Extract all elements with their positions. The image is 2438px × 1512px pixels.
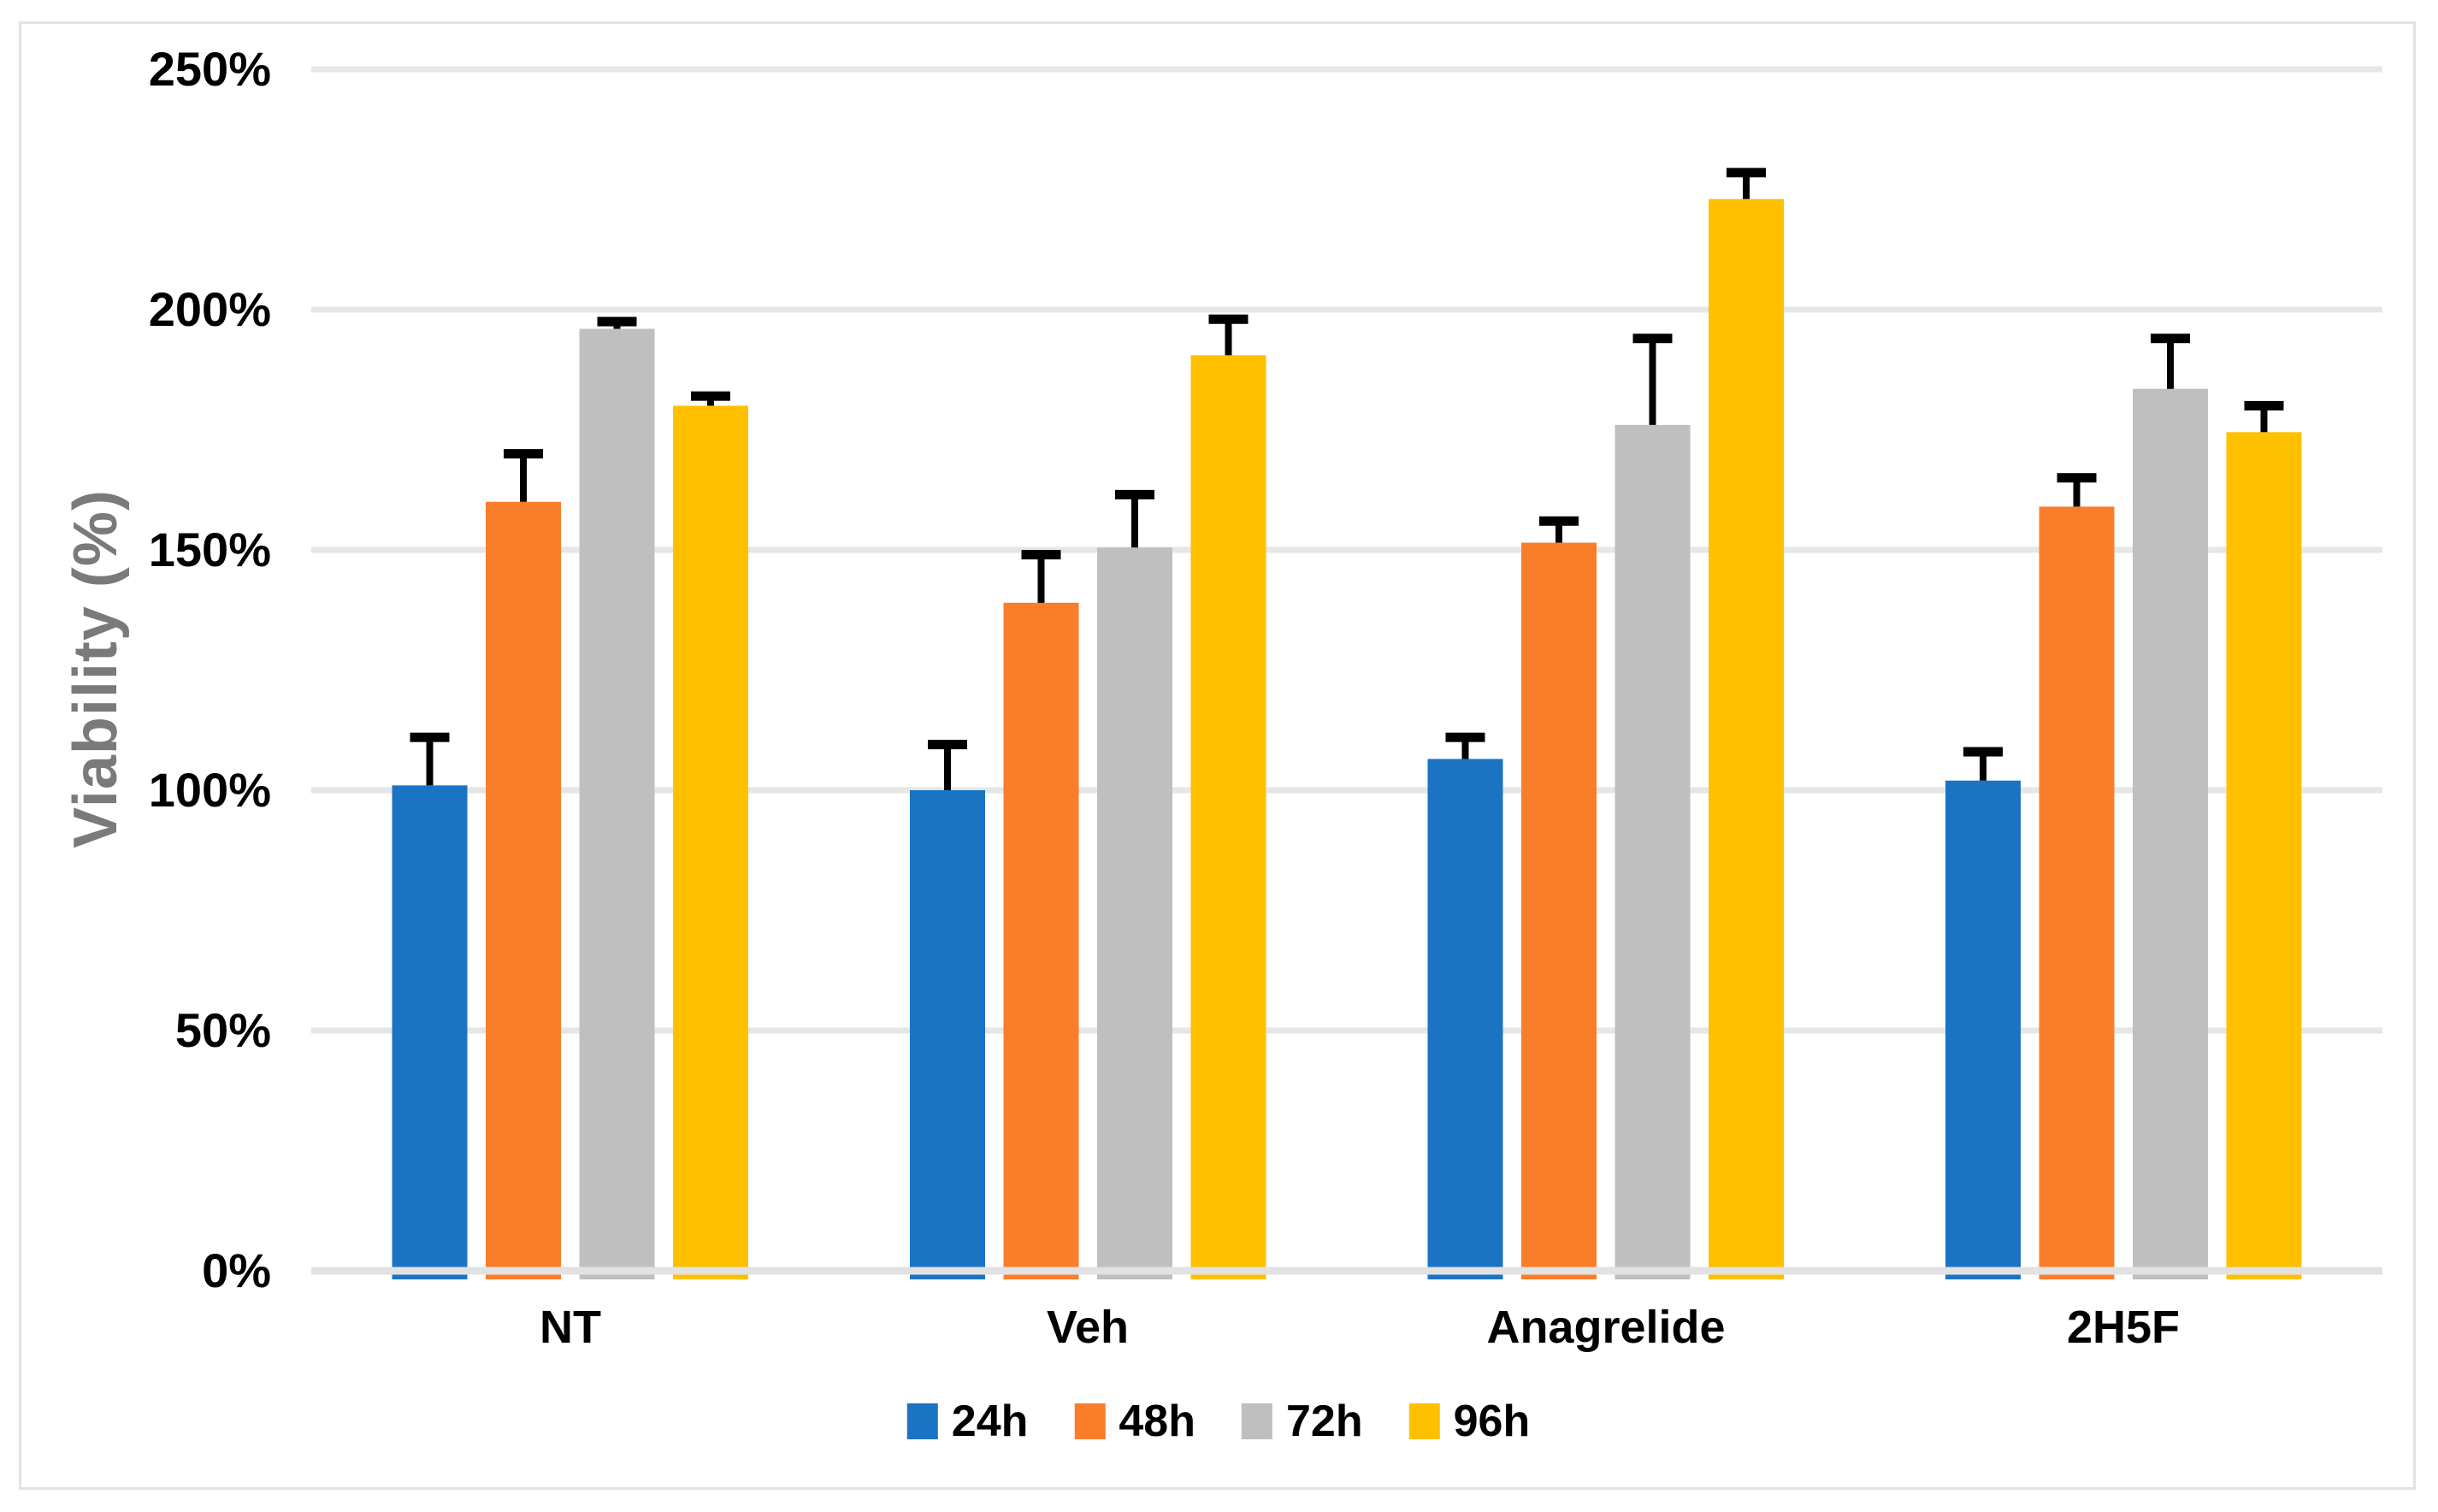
x-category-label-veh: Veh [1046, 1302, 1130, 1353]
x-category-label-anagrelide: Anagrelide [1486, 1302, 1726, 1353]
bar-Anagrelide-96h [1709, 198, 1784, 1280]
bar-2H5F-72h [2133, 388, 2208, 1280]
legend-swatch-24h-icon [906, 1403, 938, 1439]
bar-NT-24h [392, 785, 468, 1279]
error-bar-cap-NT-96h [691, 391, 730, 401]
bar-Anagrelide-24h [1427, 759, 1503, 1279]
error-bar-cap-Veh-24h [928, 740, 967, 750]
error-bar-cap-NT-24h [410, 732, 450, 742]
error-bar-cap-Veh-72h [1115, 489, 1154, 499]
error-bar-cap-Anagrelide-48h [1539, 516, 1579, 526]
bar-Anagrelide-48h [1521, 542, 1597, 1279]
error-bar-cap-Anagrelide-96h [1727, 168, 1766, 178]
x-category-label-nt: NT [540, 1302, 601, 1353]
bar-Veh-24h [910, 790, 985, 1279]
bar-NT-96h [673, 405, 748, 1279]
legend-swatch-96h-icon [1408, 1403, 1440, 1439]
error-bar-cap-Veh-96h [1208, 314, 1249, 324]
y-tick-label-0: 0% [202, 1243, 271, 1297]
error-bar-cap-2H5F-72h [2151, 334, 2190, 344]
y-tick-label-100: 100% [148, 763, 271, 817]
legend-label-24h: 24h [951, 1397, 1029, 1446]
bar-Veh-48h [1003, 602, 1079, 1279]
legend-swatch-72h-icon [1242, 1403, 1272, 1439]
error-bar-cap-2H5F-48h [2057, 473, 2097, 483]
bar-Veh-72h [1097, 547, 1172, 1279]
legend-item-24h: 24h [906, 1397, 1029, 1446]
legend-label-96h: 96h [1453, 1397, 1531, 1446]
y-tick-label-50: 50% [174, 1003, 271, 1057]
bar-NT-72h [579, 328, 655, 1280]
y-tick-label-150: 150% [148, 523, 271, 576]
error-bar-cap-Anagrelide-72h [1632, 334, 1673, 344]
error-bar-cap-Veh-48h [1021, 550, 1061, 560]
error-bar-cap-Anagrelide-24h [1445, 732, 1485, 742]
x-category-label-2h5f: 2H5F [2066, 1302, 2181, 1353]
bar-2H5F-24h [1945, 780, 2021, 1279]
y-axis-title: Viability (%) [62, 489, 130, 848]
legend-item-48h: 48h [1074, 1399, 1195, 1444]
chart-legend: 24h 48h 72h 96h [906, 1397, 1531, 1446]
bar-2H5F-96h [2226, 432, 2302, 1279]
legend-item-72h: 72h [1242, 1399, 1363, 1444]
bar-NT-48h [486, 501, 561, 1279]
error-bar-cap-NT-48h [504, 449, 543, 459]
legend-label-72h: 72h [1286, 1397, 1363, 1446]
legend-item-96h: 96h [1408, 1397, 1531, 1446]
error-bar-cap-NT-72h [597, 316, 637, 327]
bar-Veh-96h [1190, 355, 1266, 1279]
error-bar-cap-2H5F-96h [2244, 400, 2284, 410]
y-tick-label-250: 250% [148, 42, 271, 96]
bar-2H5F-48h [2039, 506, 2115, 1279]
legend-label-48h: 48h [1119, 1397, 1195, 1446]
y-tick-label-200: 200% [148, 282, 271, 336]
legend-swatch-48h-icon [1074, 1403, 1106, 1439]
bar-Anagrelide-72h [1615, 424, 1691, 1279]
error-bar-cap-2H5F-24h [1963, 747, 2003, 757]
